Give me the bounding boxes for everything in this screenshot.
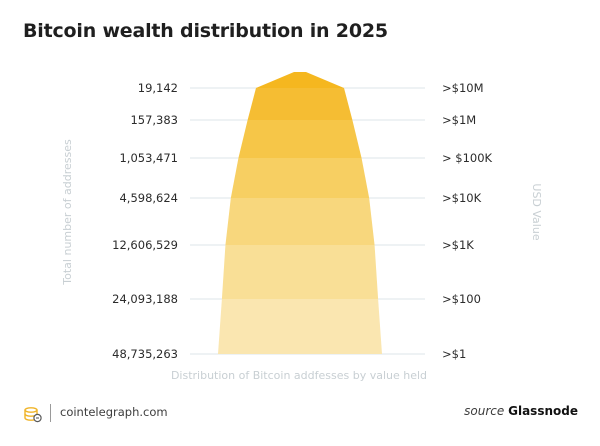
usd-value-label: >$10K (442, 191, 482, 205)
chart-title: Bitcoin wealth distribution in 2025 (23, 20, 388, 42)
funnel-tier (218, 299, 382, 354)
source-value: Glassnode (508, 404, 578, 418)
y-axis-label-right: USD Value (530, 183, 543, 240)
usd-value-label: >$1K (442, 238, 474, 252)
funnel-tier (247, 88, 353, 120)
funnel-tier (221, 245, 379, 299)
footer-divider (50, 404, 51, 422)
footer-site-link[interactable]: cointelegraph.com (60, 405, 168, 419)
address-count-label: 19,142 (138, 81, 178, 95)
address-count-label: 4,598,624 (119, 191, 178, 205)
funnel-tier (230, 158, 370, 198)
funnel-tier (256, 72, 344, 88)
source-label: source (464, 404, 505, 418)
usd-value-label: >$10M (442, 81, 484, 95)
address-count-labels: 19,142 157,383 1,053,471 4,598,624 12,606,52… (112, 81, 178, 361)
usd-value-label: >$1M (442, 113, 476, 127)
x-axis-label: Distribution of Bitcoin addfesses by val… (171, 369, 427, 382)
funnel-tier (225, 198, 375, 245)
usd-value-label: > $100K (442, 151, 493, 165)
funnel-tier (238, 120, 362, 158)
address-count-label: 48,735,263 (112, 347, 178, 361)
usd-value-label: >$1 (442, 347, 466, 361)
usd-value-label: >$100 (442, 292, 481, 306)
address-count-label: 157,383 (130, 113, 178, 127)
source-credit: source Glassnode (464, 404, 578, 418)
y-axis-label-left: Total number of addresses (61, 139, 74, 286)
usd-value-labels: >$10M >$1M > $100K >$10K >$1K >$100 >$1 (442, 81, 493, 361)
address-count-label: 1,053,471 (119, 151, 178, 165)
address-count-label: 24,093,188 (112, 292, 178, 306)
address-count-label: 12,606,529 (112, 238, 178, 252)
funnel-tiers (218, 72, 382, 354)
cointelegraph-logo-icon (24, 407, 42, 423)
